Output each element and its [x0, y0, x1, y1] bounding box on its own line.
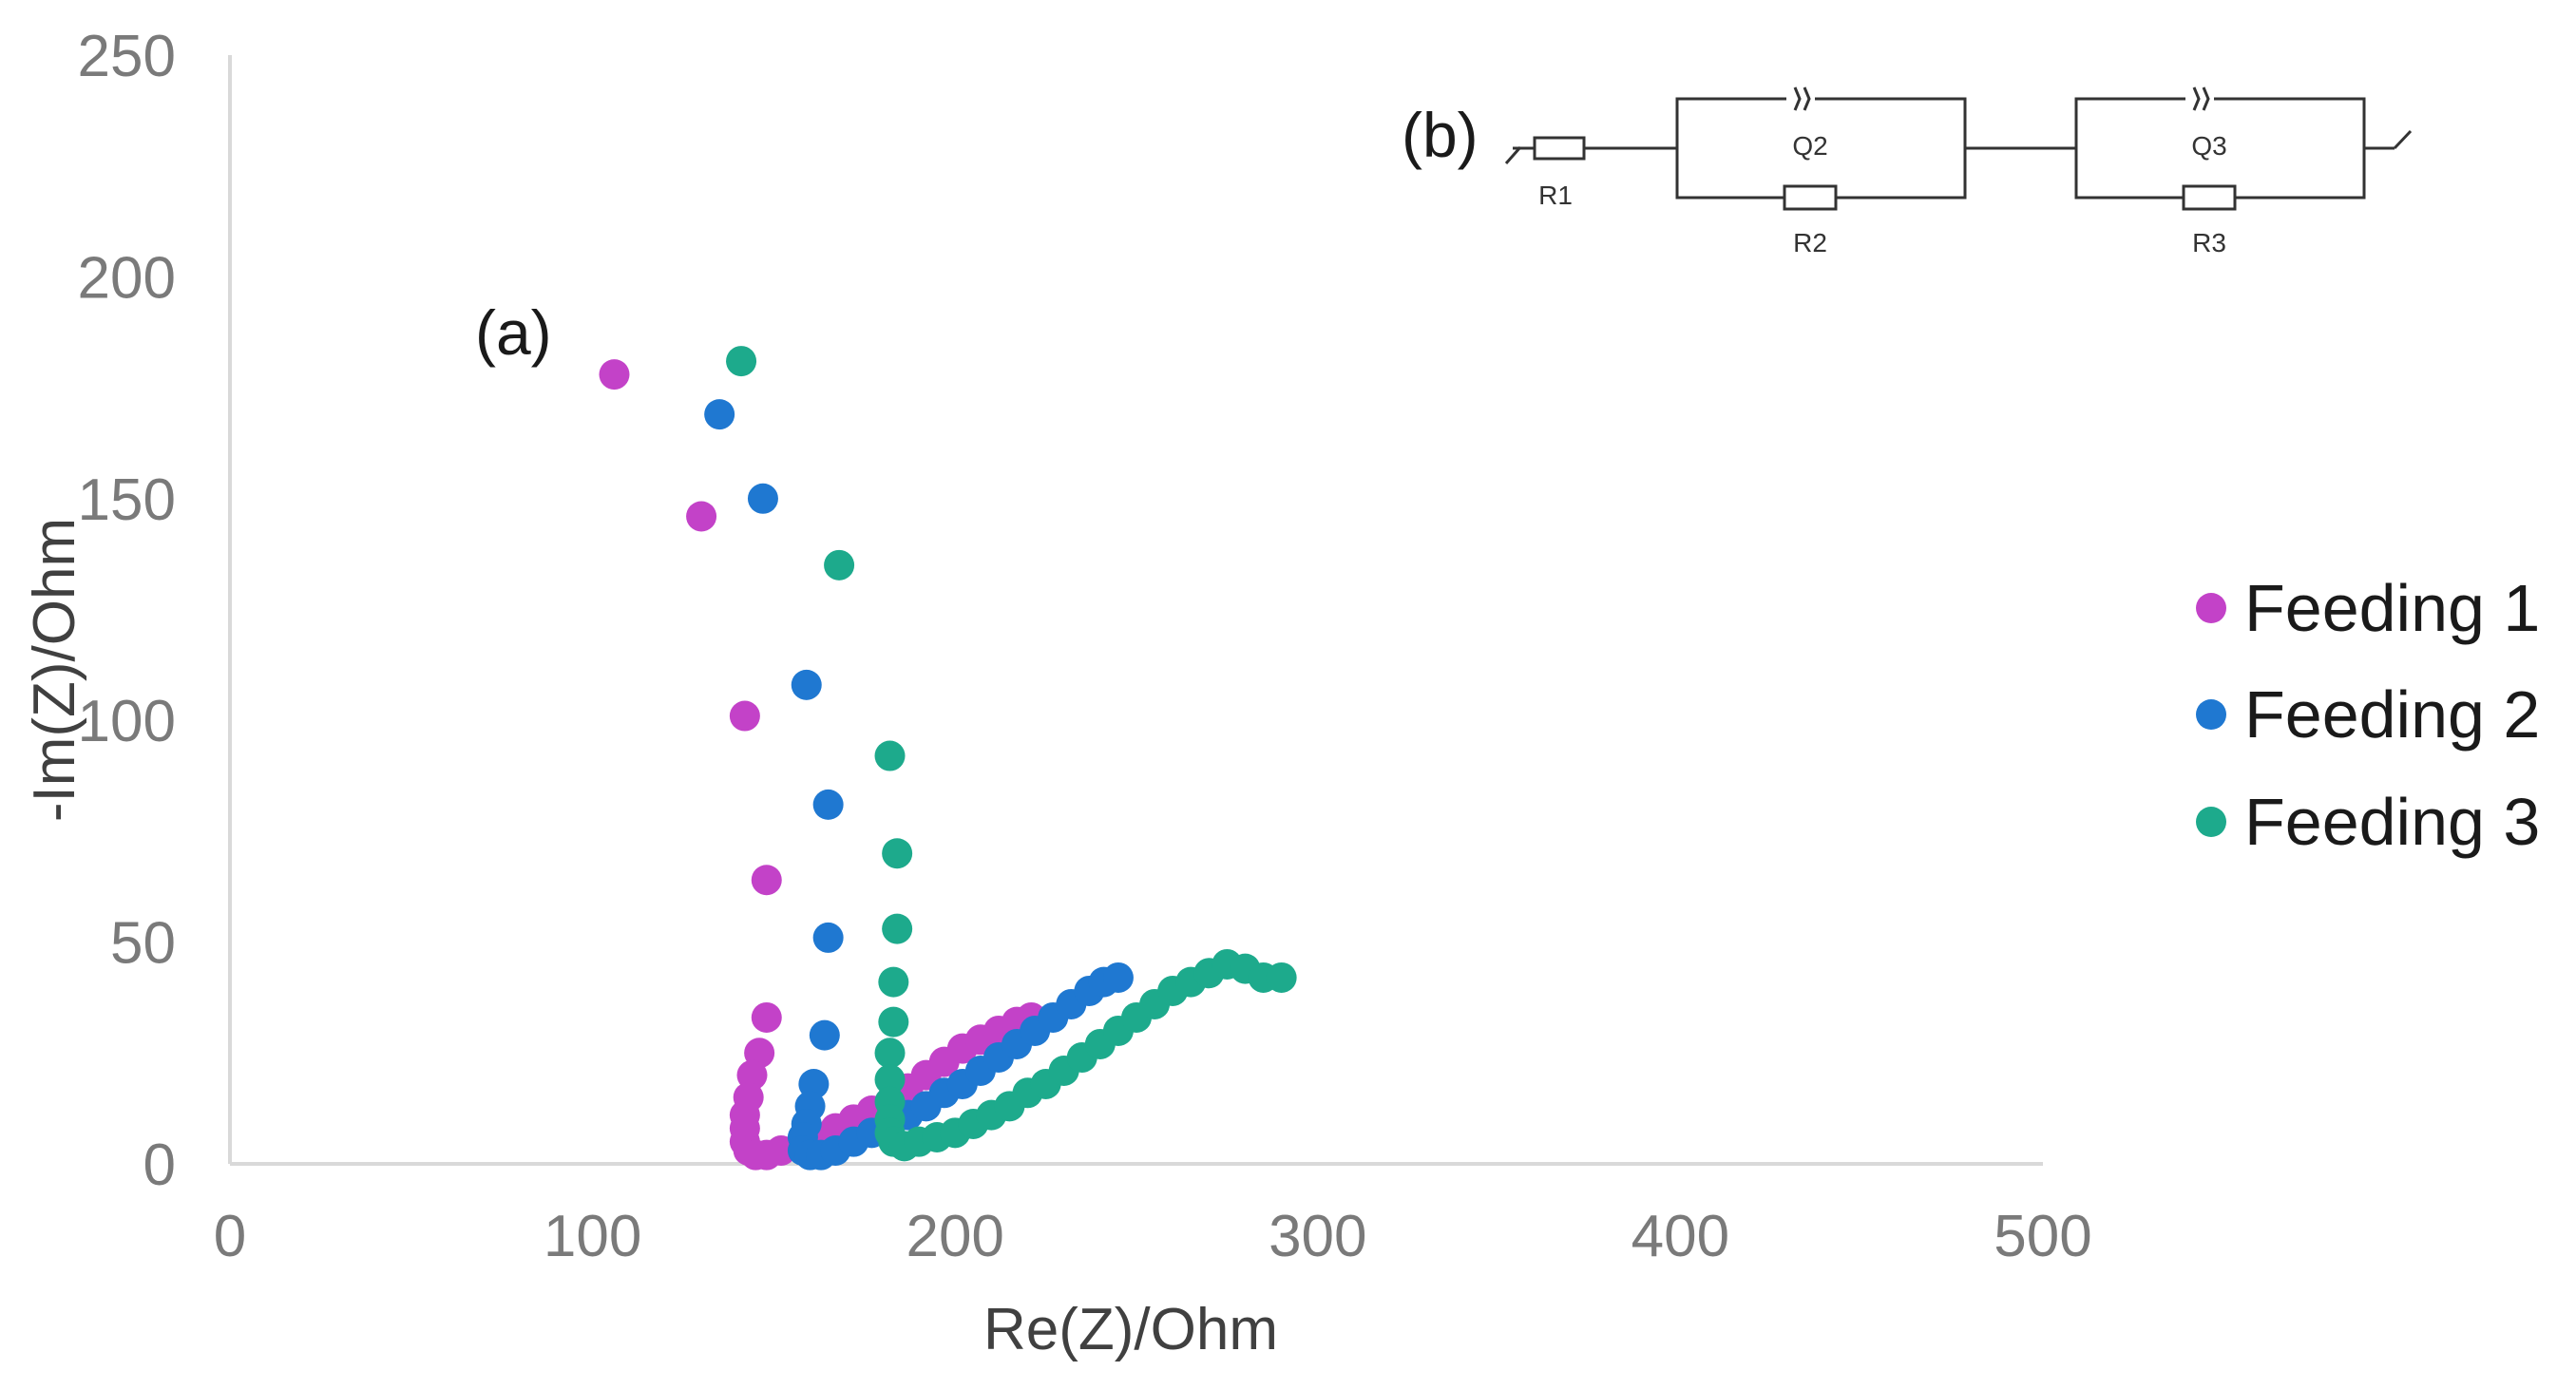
legend: Feeding 1 Feeding 2 Feeding 3 — [2196, 571, 2540, 859]
data-point — [874, 740, 906, 771]
legend-marker — [2196, 593, 2226, 623]
x-tick-label: 200 — [906, 1204, 1003, 1269]
legend-label: Feeding 1 — [2244, 571, 2540, 645]
data-point — [747, 483, 778, 514]
panel-label-a: (a) — [475, 297, 552, 368]
x-tick-labels: 0 100 200 300 400 500 — [214, 1204, 2092, 1269]
data-point — [874, 1064, 906, 1095]
data-points — [599, 346, 1297, 1171]
r3-resistor-symbol — [2182, 184, 2237, 211]
r3-label: R3 — [2192, 228, 2226, 257]
eis-chart: 0 100 200 300 400 500 0 50 100 150 200 250 Re(Z)/O… — [22, 24, 2092, 1362]
y-tick-label: 0 — [143, 1133, 176, 1198]
data-point — [874, 1038, 906, 1069]
r1-label: R1 — [1538, 181, 1573, 210]
data-point — [812, 789, 844, 820]
x-tick-label: 0 — [214, 1204, 246, 1269]
q3-cpe-symbol — [2185, 86, 2214, 111]
data-point — [751, 865, 782, 896]
r2-resistor-symbol — [1783, 184, 1838, 211]
series-3 — [726, 346, 1297, 1162]
data-point — [726, 346, 757, 377]
y-tick-label: 100 — [78, 689, 176, 754]
data-point — [686, 501, 717, 532]
x-tick-label: 500 — [1994, 1204, 2091, 1269]
panel-label-b: (b) — [1402, 100, 1479, 170]
r2-label: R2 — [1793, 228, 1827, 257]
data-point — [809, 1019, 840, 1051]
y-tick-labels: 0 50 100 150 200 250 — [78, 24, 176, 1198]
y-axis-title: -Im(Z)/Ohm — [22, 518, 87, 822]
legend-marker — [2196, 699, 2226, 730]
x-tick-label: 400 — [1631, 1204, 1729, 1269]
data-point — [824, 549, 855, 581]
data-point — [791, 669, 822, 700]
equivalent-circuit-inset: (b) R1 — [1402, 86, 2413, 257]
x-axis-title: Re(Z)/Ohm — [983, 1297, 1278, 1362]
q3-label: Q3 — [2191, 131, 2226, 161]
data-point — [1266, 962, 1297, 993]
circuit-terminal-left — [1504, 146, 1522, 164]
data-point — [1102, 962, 1134, 993]
y-tick-label: 150 — [78, 467, 176, 533]
data-point — [599, 359, 630, 390]
x-tick-label: 100 — [544, 1204, 641, 1269]
y-tick-label: 50 — [110, 911, 176, 977]
data-point — [882, 838, 913, 869]
y-tick-label: 200 — [78, 245, 176, 311]
legend-marker — [2196, 807, 2226, 837]
data-point — [882, 913, 913, 944]
y-tick-label: 250 — [78, 24, 176, 89]
data-point — [878, 1006, 909, 1038]
legend-label: Feeding 2 — [2244, 677, 2540, 752]
q2-label: Q2 — [1792, 131, 1827, 161]
circuit-terminal-right — [2393, 129, 2413, 150]
data-point — [812, 922, 844, 953]
data-point — [704, 399, 735, 430]
r1-resistor-symbol — [1533, 136, 1586, 161]
q2-cpe-symbol — [1786, 86, 1815, 111]
legend-label: Feeding 3 — [2244, 785, 2540, 859]
x-tick-label: 300 — [1269, 1204, 1366, 1269]
data-point — [729, 700, 760, 732]
data-point — [878, 966, 909, 998]
data-point — [751, 1001, 782, 1033]
